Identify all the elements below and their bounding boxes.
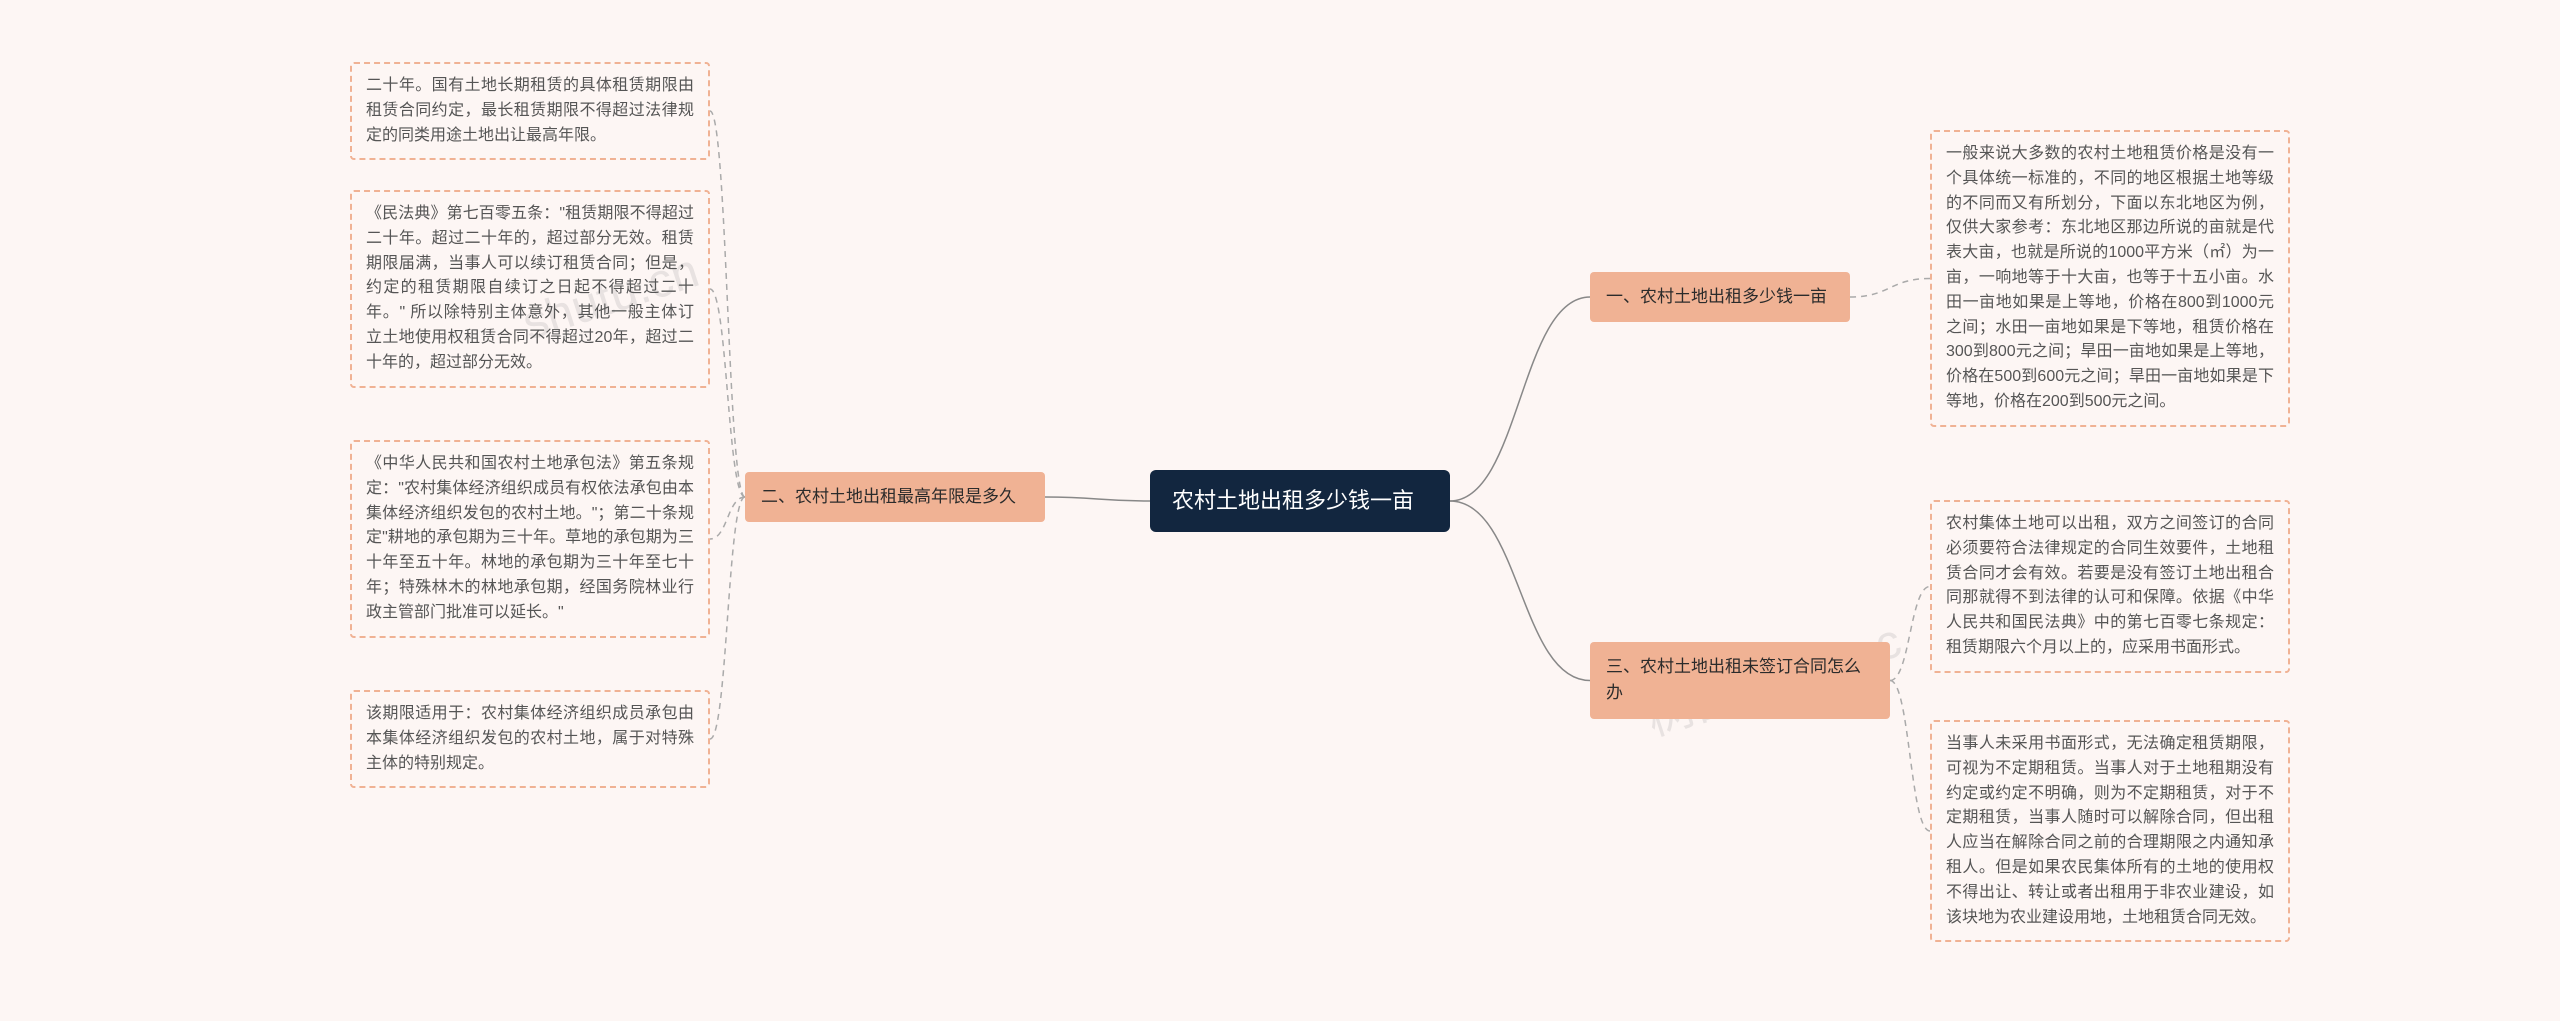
leaf-2-1: 二十年。国有土地长期租赁的具体租赁期限由租赁合同约定，最长租赁期限不得超过法律规… [350,62,710,160]
leaf-2-3: 《中华人民共和国农村土地承包法》第五条规定："农村集体经济组织成员有权依法承包由… [350,440,710,638]
leaf-2-2: 《民法典》第七百零五条："租赁期限不得超过二十年。超过二十年的，超过部分无效。租… [350,190,710,388]
branch-3: 三、农村土地出租未签订合同怎么办 [1590,642,1890,719]
root-node: 农村土地出租多少钱一亩 [1150,470,1450,532]
branch-2: 二、农村土地出租最高年限是多久 [745,472,1045,522]
leaf-3-1: 农村集体土地可以出租，双方之间签订的合同必须要符合法律规定的合同生效要件，土地租… [1930,500,2290,673]
leaf-1-1: 一般来说大多数的农村土地租赁价格是没有一个具体统一标准的，不同的地区根据土地等级… [1930,130,2290,427]
branch-1: 一、农村土地出租多少钱一亩 [1590,272,1850,322]
leaf-3-2: 当事人未采用书面形式，无法确定租赁期限，可视为不定期租赁。当事人对于土地租期没有… [1930,720,2290,942]
leaf-2-4: 该期限适用于：农村集体经济组织成员承包由本集体经济组织发包的农村土地，属于对特殊… [350,690,710,788]
